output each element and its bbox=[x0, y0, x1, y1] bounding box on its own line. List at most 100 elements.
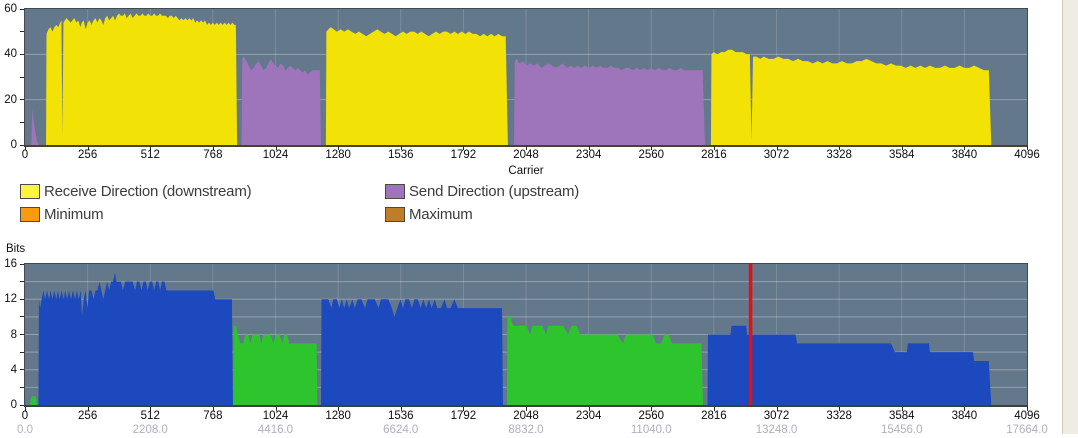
x-tick-mark bbox=[25, 407, 26, 411]
y-tick-label: 60 bbox=[4, 3, 17, 15]
x-tick-mark bbox=[338, 407, 340, 411]
x-tick-label: 2304 bbox=[575, 149, 602, 161]
x-tick-label: 512 bbox=[140, 149, 160, 161]
y-tick-label: 8 bbox=[10, 328, 17, 341]
bits-frequency-labels: 0.0 2208.0 4416.0 6624.0 8832.0 11040.0 13248.… bbox=[17, 424, 1048, 438]
x-tick-mark bbox=[150, 146, 152, 150]
x-tick-mark bbox=[150, 407, 152, 411]
snr-per-carrier-canvas bbox=[25, 9, 1027, 145]
legend-label: Receive Direction (downstream) bbox=[44, 182, 252, 200]
y-tick-label: 16 bbox=[4, 258, 17, 270]
x-tick-mark bbox=[588, 407, 590, 411]
legend-item-send-upstream: Send Direction (upstream) bbox=[385, 182, 580, 200]
x-tick-label: 256 bbox=[78, 410, 98, 422]
x-tick-label: 3072 bbox=[763, 410, 790, 422]
y-tick-mark bbox=[20, 144, 24, 146]
minimum-color-swatch-icon bbox=[20, 206, 40, 222]
y-tick-mark bbox=[20, 334, 24, 335]
x-tick-label: 1024 bbox=[262, 149, 289, 161]
x-tick-label: 1280 bbox=[325, 149, 351, 161]
bits-x-tick-labels: 0 256 512 768 1024 1280 1536 1792 2048 2304 2560 28… bbox=[21, 410, 1040, 424]
x-tick-label: 1024 bbox=[262, 410, 289, 422]
x-tick-mark bbox=[713, 146, 715, 150]
legend-label: Minimum bbox=[44, 205, 104, 223]
y-tick-label: 20 bbox=[4, 93, 17, 106]
bits-per-carrier-canvas bbox=[25, 264, 1027, 405]
legend-label: Maximum bbox=[409, 205, 473, 223]
x-tick-label: 768 bbox=[203, 410, 223, 422]
x-tick-mark bbox=[651, 146, 653, 150]
frequency-tick-label: 8832.0 bbox=[508, 424, 544, 436]
y-tick-mark bbox=[20, 386, 24, 388]
x-tick-mark bbox=[212, 146, 214, 150]
x-tick-mark bbox=[964, 407, 966, 411]
frequency-tick-label: 2208.0 bbox=[132, 424, 168, 436]
x-tick-mark bbox=[1027, 407, 1028, 411]
y-tick-mark bbox=[20, 31, 24, 33]
x-tick-label: 1280 bbox=[325, 410, 351, 422]
x-tick-mark bbox=[275, 146, 277, 150]
x-tick-label: 768 bbox=[203, 149, 223, 161]
x-tick-label: 2816 bbox=[701, 410, 727, 422]
x-tick-mark bbox=[400, 407, 402, 411]
x-tick-mark bbox=[526, 407, 527, 411]
x-tick-label: 512 bbox=[140, 410, 160, 422]
x-tick-label: 256 bbox=[78, 149, 98, 161]
x-tick-label: 1792 bbox=[450, 410, 477, 422]
x-tick-label: 2560 bbox=[638, 410, 665, 422]
frequency-tick-label: 4416.0 bbox=[257, 424, 294, 436]
area-upstream-bits bbox=[29, 316, 704, 405]
frequency-tick-label: 0.0 bbox=[17, 424, 33, 436]
x-tick-label: 2816 bbox=[701, 149, 727, 161]
frequency-tick-label: 11040.0 bbox=[630, 424, 672, 436]
frequency-tick-label: 15456.0 bbox=[880, 424, 923, 436]
x-tick-label: 3328 bbox=[826, 149, 852, 161]
x-tick-mark bbox=[463, 146, 465, 150]
y-tick-mark bbox=[20, 316, 24, 318]
y-tick-mark bbox=[20, 281, 24, 283]
y-tick-label: 12 bbox=[4, 293, 17, 306]
legend-item-minimum: Minimum bbox=[20, 205, 104, 223]
x-tick-label: 0 bbox=[21, 410, 29, 422]
x-tick-mark bbox=[839, 407, 841, 411]
x-tick-mark bbox=[839, 146, 841, 150]
x-tick-label: 3072 bbox=[763, 149, 790, 161]
x-tick-label: 1792 bbox=[450, 149, 477, 161]
snr-x-tick-labels: 0 256 512 768 1024 1280 1536 1792 2048 2304 2560 28… bbox=[22, 149, 1040, 163]
x-tick-mark bbox=[275, 407, 277, 411]
y-tick-label: 40 bbox=[4, 48, 17, 61]
x-tick-label: 4096 bbox=[1014, 410, 1040, 422]
area-send-direction-upstream bbox=[31, 56, 706, 145]
x-tick-mark bbox=[87, 146, 89, 150]
y-tick-mark bbox=[20, 53, 24, 55]
y-tick-mark bbox=[20, 76, 24, 78]
bits-y-axis-title: Bits bbox=[6, 243, 26, 255]
x-tick-label: 2048 bbox=[513, 410, 539, 422]
y-tick-mark bbox=[20, 99, 24, 101]
legend-label: Send Direction (upstream) bbox=[409, 182, 580, 200]
y-tick-label: 0 bbox=[10, 139, 17, 151]
snr-x-axis-title: Carrier bbox=[508, 165, 544, 177]
x-tick-mark bbox=[776, 146, 778, 150]
x-tick-mark bbox=[588, 146, 590, 150]
y-tick-mark bbox=[20, 298, 24, 300]
x-tick-label: 3584 bbox=[888, 410, 915, 422]
frequency-tick-label: 17664.0 bbox=[1006, 424, 1048, 436]
x-tick-label: 3328 bbox=[826, 410, 852, 422]
maximum-color-swatch-icon bbox=[385, 206, 405, 222]
x-tick-mark bbox=[776, 407, 778, 411]
x-tick-mark bbox=[713, 407, 715, 411]
x-tick-mark bbox=[901, 407, 903, 411]
frequency-tick-label: 6624.0 bbox=[383, 424, 419, 436]
legend: Receive Direction (downstream) Send Dire… bbox=[20, 182, 760, 228]
legend-item-receive-downstream: Receive Direction (downstream) bbox=[20, 182, 252, 200]
y-tick-mark bbox=[20, 121, 24, 123]
x-tick-mark bbox=[87, 407, 89, 411]
y-tick-mark bbox=[20, 8, 24, 10]
x-tick-mark bbox=[338, 146, 340, 150]
x-tick-label: 4096 bbox=[1014, 149, 1040, 161]
frequency-tick-label: 13248.0 bbox=[755, 424, 798, 436]
snr-x-tickmarks bbox=[25, 146, 1028, 151]
y-tick-mark bbox=[20, 369, 24, 371]
